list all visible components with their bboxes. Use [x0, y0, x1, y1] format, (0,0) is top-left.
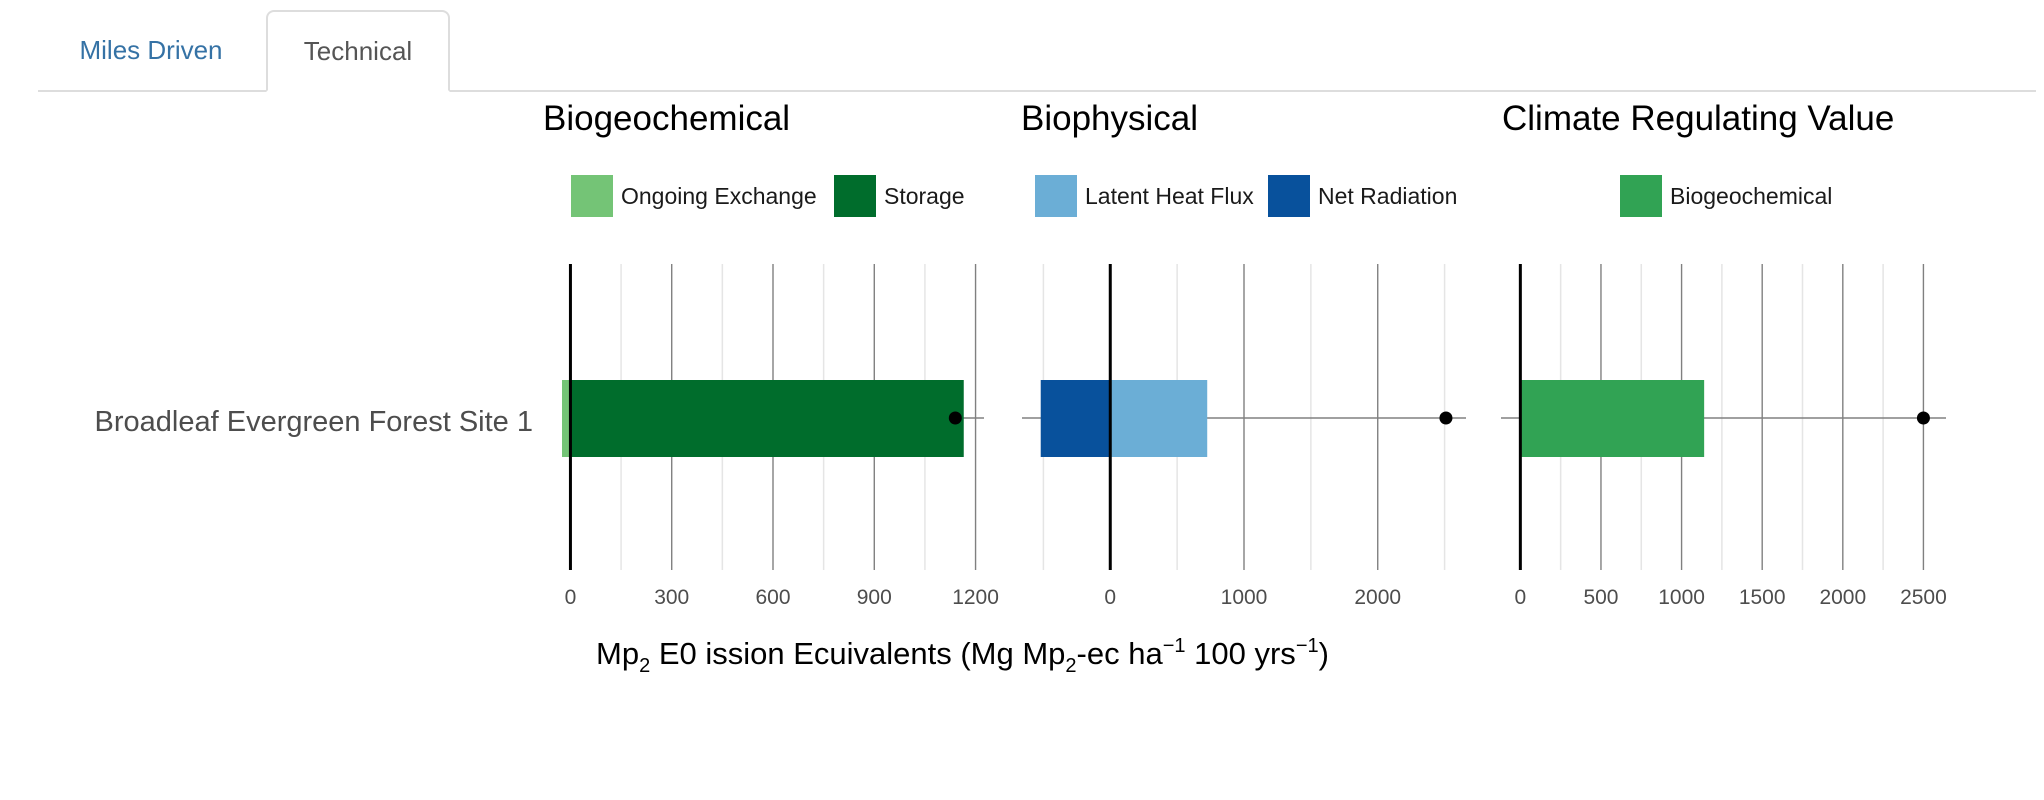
total-marker	[948, 411, 962, 425]
axis-title-part: -ec ha	[1077, 636, 1164, 671]
tick-label: 1500	[1739, 586, 1786, 609]
axis-title-subscript: 2	[639, 655, 650, 677]
bar-segment-biogeochemical	[1520, 380, 1705, 457]
bar-segment-net-radiation	[1040, 380, 1111, 457]
legend-label: Ongoing Exchange	[621, 183, 817, 209]
tab-bar: Miles Driven Technical	[38, 10, 2036, 92]
legend-swatch	[834, 175, 876, 217]
bar-segment-storage	[570, 380, 964, 457]
tick-label: 900	[857, 586, 892, 609]
axis-title-subscript: 2	[1065, 655, 1076, 677]
panel-title: Biophysical	[1021, 99, 1198, 138]
category-label: Broadleaf Evergreen Forest Site 1	[95, 406, 533, 438]
panel-title: Biogeochemical	[543, 99, 790, 138]
tick-label: 2000	[1819, 586, 1866, 609]
legend-label: Biogeochemical	[1670, 183, 1832, 209]
legend-swatch	[1268, 175, 1310, 217]
legend-label: Storage	[884, 183, 965, 209]
panel-3: Climate Regulating Value Biogeochemical 0 5…	[1501, 99, 1947, 609]
total-marker	[1916, 411, 1930, 425]
tick-label: 0	[1515, 586, 1527, 609]
chart-panels: Biogeochemical Ongoing Exchange Storage 0 30…	[543, 99, 1947, 609]
tick-label: 1000	[1658, 586, 1705, 609]
tick-label: 2500	[1900, 586, 1947, 609]
bar-segment-ongoing-exchange	[562, 380, 571, 457]
tick-label: 300	[654, 586, 689, 609]
tick-label: 500	[1583, 586, 1618, 609]
legend-label: Net Radiation	[1318, 183, 1457, 209]
tick-label: 0	[565, 586, 577, 609]
legend-label: Latent Heat Flux	[1085, 183, 1254, 209]
axis-title-part: E0 ission Ecuivalents (Mg Mp	[650, 636, 1065, 671]
tick-label: 0	[1104, 586, 1116, 609]
axis-title-superscript: −1	[1296, 635, 1319, 657]
tick-label: 1200	[952, 586, 999, 609]
axis-title-part: Mp	[596, 636, 639, 671]
legend-swatch	[1035, 175, 1077, 217]
total-marker	[1439, 411, 1453, 425]
tab-technical[interactable]: Technical	[266, 10, 450, 92]
tick-label: 1000	[1221, 586, 1268, 609]
tab-miles-driven[interactable]: Miles Driven	[79, 34, 223, 65]
panel-2: Biophysical Latent Heat Flux Net Radiation…	[1021, 99, 1466, 609]
tick-label: 2000	[1354, 586, 1401, 609]
bar-segment-latent-heat-flux	[1110, 380, 1208, 457]
tick-label: 600	[755, 586, 790, 609]
axis-title-part: 100 yrs	[1186, 636, 1296, 671]
panel-title: Climate Regulating Value	[1502, 99, 1894, 138]
legend-swatch	[571, 175, 613, 217]
panel-1: Biogeochemical Ongoing Exchange Storage 0 30…	[543, 99, 999, 609]
axis-title-superscript: −1	[1163, 635, 1186, 657]
x-axis-title: Mp2 E0 ission Ecuivalents (Mg Mp2-ec ha−…	[596, 635, 1329, 677]
axis-title-part: )	[1319, 636, 1329, 671]
legend-swatch	[1620, 175, 1662, 217]
